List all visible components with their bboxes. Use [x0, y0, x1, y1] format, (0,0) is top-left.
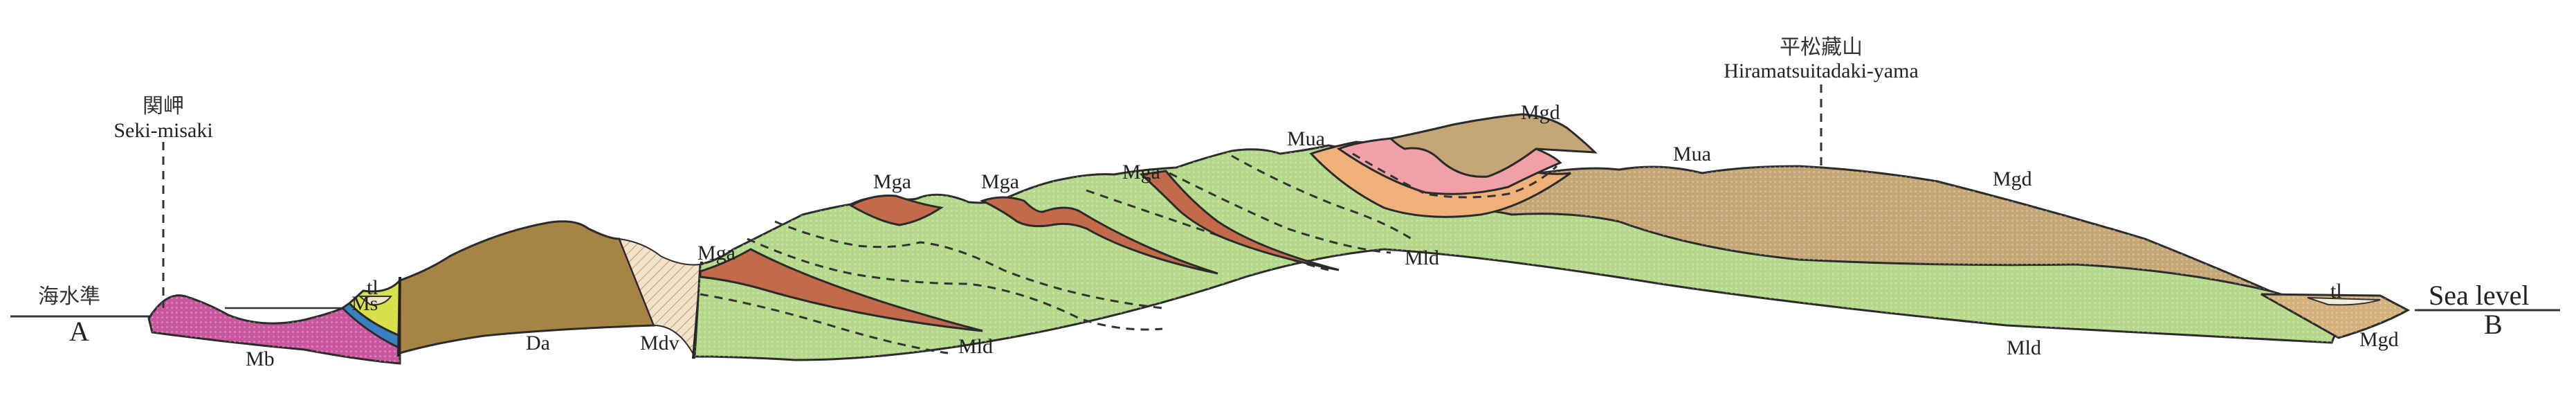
- sea-level-label-en: Sea level: [2429, 280, 2530, 311]
- label-mga-1: Mga: [697, 242, 736, 264]
- unit-mld: [693, 144, 2340, 361]
- unit-mdv: [618, 237, 702, 359]
- label-mga-2: Mga: [873, 170, 911, 193]
- unit-mgd-peak: [1388, 113, 1598, 178]
- label-mgd-right: Mgd: [1993, 168, 2032, 190]
- label-mua-1: Mua: [1287, 127, 1325, 150]
- label-ms: Ms: [351, 292, 378, 315]
- label-mga-4: Mga: [1122, 161, 1160, 183]
- label-mld-1: Mld: [958, 335, 993, 358]
- label-mb: Mb: [246, 348, 275, 370]
- mua-contact-dashed: [1352, 152, 1558, 199]
- endpoint-a-label: A: [69, 316, 89, 347]
- terrace-deposit-left: [358, 296, 392, 306]
- bedding-lines: [700, 154, 1412, 354]
- unit-mb: [147, 294, 401, 365]
- label-mgd-top: Mgd: [1521, 101, 1560, 124]
- label-tl-right: tl: [2330, 280, 2342, 303]
- unit-mgd-coast: [2260, 293, 2411, 339]
- unit-mgd-body: [1452, 165, 2270, 292]
- label-da: Da: [526, 332, 550, 354]
- fault-line-1: [397, 276, 401, 357]
- endpoint-b-label: B: [2484, 309, 2503, 340]
- label-mdv: Mdv: [640, 332, 679, 354]
- label-mgd-coast: Mgd: [2359, 328, 2399, 351]
- seki-misaki-en: Seki-misaki: [113, 119, 212, 142]
- label-mua-2: Mua: [1673, 143, 1711, 165]
- label-tl-left: tl: [367, 276, 378, 299]
- seki-misaki-jp: 関岬: [143, 94, 184, 118]
- label-mld-3: Mld: [2007, 336, 2041, 359]
- hiramatsu-en: Hiramatsuitadaki-yama: [1724, 60, 1919, 82]
- label-mld-2: Mld: [1405, 246, 1439, 269]
- unit-tl-right: [2307, 297, 2381, 306]
- hiramatsu-jp: 平松藏山: [1780, 35, 1863, 60]
- unit-mga: [699, 170, 1340, 332]
- label-mga-3: Mga: [981, 170, 1019, 193]
- sea-level-label-jp: 海水準: [38, 285, 100, 309]
